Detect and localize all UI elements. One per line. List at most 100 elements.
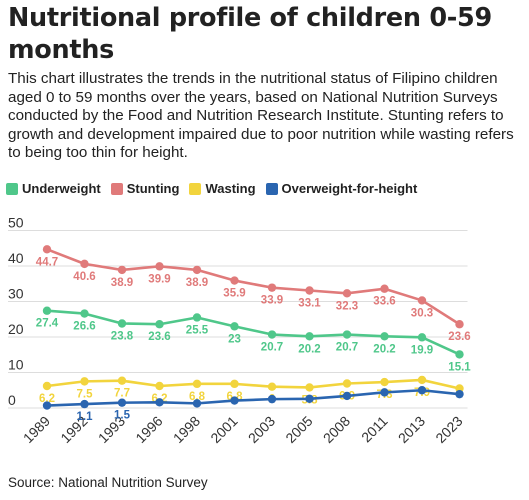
data-label-underweight: 27.4 (36, 318, 59, 330)
data-point-underweight (380, 332, 389, 341)
legend-swatch (6, 182, 18, 195)
data-point-stunting (192, 265, 202, 275)
data-point-overweight-for-height (342, 391, 352, 401)
data-label-stunting: 35.9 (223, 288, 245, 300)
data-point-stunting (267, 283, 277, 292)
data-point-overweight-for-height (305, 394, 314, 403)
data-point-wasting (192, 379, 202, 389)
legend-label: Underweight (22, 181, 101, 196)
data-label-stunting: 32.3 (336, 300, 358, 312)
chart-subtitle: This chart illustrates the trends in the… (8, 70, 514, 161)
data-point-underweight (42, 306, 52, 315)
data-point-stunting (417, 296, 427, 305)
x-tick-label: 1989 (20, 413, 53, 446)
data-label-underweight: 20.2 (373, 343, 395, 355)
data-point-underweight (80, 309, 89, 318)
data-label-underweight: 20.2 (298, 343, 320, 355)
data-label-wasting: 7.5 (77, 388, 94, 400)
data-point-wasting (80, 377, 89, 386)
data-point-stunting (117, 265, 127, 275)
data-label-underweight: 20.7 (336, 342, 358, 354)
data-label-wasting: 6.8 (189, 391, 206, 403)
data-label-stunting: 33.6 (373, 296, 395, 308)
data-label-wasting: 7.7 (114, 388, 130, 400)
data-point-underweight (155, 320, 164, 329)
data-point-overweight-for-height (42, 401, 52, 410)
data-label-underweight: 15.1 (448, 361, 471, 373)
data-point-stunting (80, 259, 89, 269)
y-tick-label: 50 (8, 215, 24, 231)
series-line-overweight-for-height (46, 388, 460, 407)
data-point-wasting (417, 375, 427, 385)
series-line-wasting (46, 378, 460, 390)
data-point-stunting (155, 262, 164, 271)
data-label-overweight-for-height: 1.5 (114, 410, 131, 422)
data-point-overweight-for-height (117, 398, 127, 407)
data-point-wasting (42, 381, 52, 391)
data-point-wasting (342, 379, 352, 388)
y-tick-label: 10 (8, 357, 24, 373)
data-point-underweight (192, 313, 202, 322)
chart-title: Nutritional profile of children 0-59 mon… (8, 3, 492, 65)
x-tick-label: 2013 (395, 413, 428, 446)
data-point-overweight-for-height (155, 398, 164, 407)
series-line-underweight (46, 309, 461, 356)
data-label-stunting: 38.9 (111, 277, 133, 289)
x-tick-label: 2008 (320, 413, 353, 446)
legend-label: Wasting (205, 181, 256, 196)
y-tick-label: 20 (8, 321, 24, 337)
legend-item-wasting: Wasting (189, 181, 256, 196)
data-label-underweight: 19.9 (411, 344, 433, 356)
x-tick-label: 2023 (432, 413, 465, 446)
data-label-stunting: 23.6 (448, 331, 470, 343)
data-point-wasting (305, 383, 314, 392)
data-label-stunting: 44.7 (36, 256, 58, 268)
data-label-underweight: 23.8 (111, 331, 134, 343)
data-point-underweight (342, 330, 352, 339)
data-point-stunting (305, 286, 314, 295)
data-label-stunting: 33.9 (261, 295, 283, 307)
source-note: Source: National Nutrition Survey (8, 475, 208, 490)
data-label-overweight-for-height: 1.1 (77, 411, 94, 423)
data-label-stunting: 33.1 (298, 297, 321, 309)
data-point-underweight (455, 350, 464, 359)
data-point-overweight-for-height (80, 399, 89, 409)
legend-item-underweight: Underweight (6, 181, 101, 196)
data-point-overweight-for-height (267, 394, 277, 404)
data-point-overweight-for-height (417, 386, 427, 395)
data-point-underweight (305, 332, 314, 341)
data-point-stunting (230, 276, 239, 285)
data-point-underweight (267, 330, 277, 339)
data-point-wasting (380, 377, 389, 387)
data-point-wasting (267, 382, 277, 391)
data-point-wasting (117, 376, 127, 385)
x-tick-label: 1996 (132, 413, 165, 446)
data-point-wasting (230, 379, 239, 389)
data-label-stunting: 39.9 (148, 273, 170, 285)
series-line-stunting (46, 248, 461, 326)
legend-label: Stunting (126, 181, 180, 196)
data-label-underweight: 26.6 (73, 321, 95, 333)
legend-swatch (110, 182, 123, 195)
legend-label: Overweight-for-height (281, 181, 418, 196)
y-tick-label: 0 (8, 392, 16, 408)
data-label-underweight: 23.6 (148, 331, 170, 343)
data-point-underweight (117, 319, 127, 328)
data-point-stunting (455, 320, 464, 329)
x-tick-label: 2003 (245, 413, 278, 446)
data-label-underweight: 23 (228, 333, 241, 345)
data-point-underweight (230, 322, 239, 331)
data-point-stunting (380, 284, 389, 293)
legend-item-stunting: Stunting (110, 181, 180, 196)
data-label-underweight: 25.5 (186, 324, 209, 336)
data-label-stunting: 38.9 (186, 277, 208, 289)
data-point-wasting (155, 381, 164, 391)
data-label-wasting: 6.2 (39, 393, 55, 405)
data-point-overweight-for-height (455, 389, 464, 399)
y-tick-label: 40 (8, 250, 24, 266)
data-point-underweight (417, 333, 427, 342)
x-tick-label: 2001 (207, 413, 240, 446)
y-tick-label: 30 (8, 286, 24, 302)
x-tick-label: 2011 (358, 413, 391, 446)
